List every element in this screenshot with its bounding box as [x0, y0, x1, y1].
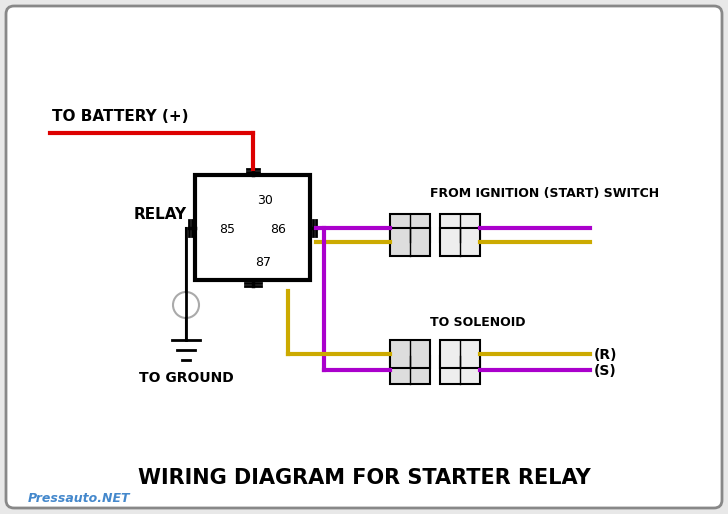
Text: TO BATTERY (+): TO BATTERY (+): [52, 109, 189, 124]
Bar: [390, 340, 430, 368]
Bar: [440, 340, 480, 368]
Bar: [440, 228, 480, 255]
Text: 86: 86: [270, 223, 286, 236]
Circle shape: [173, 292, 199, 318]
Bar: [195, 175, 310, 280]
Text: WIRING DIAGRAM FOR STARTER RELAY: WIRING DIAGRAM FOR STARTER RELAY: [138, 468, 590, 488]
Text: (S): (S): [594, 364, 617, 378]
Text: 30: 30: [258, 193, 274, 207]
FancyBboxPatch shape: [6, 6, 722, 508]
Text: TO GROUND: TO GROUND: [138, 371, 234, 385]
Text: (R): (R): [594, 348, 617, 362]
Bar: [390, 356, 430, 384]
Bar: [390, 213, 430, 242]
Text: RELAY: RELAY: [134, 208, 187, 223]
Text: TO SOLENOID: TO SOLENOID: [430, 316, 526, 329]
Text: 87: 87: [256, 255, 272, 268]
Bar: [440, 356, 480, 384]
Text: 85: 85: [219, 223, 235, 236]
Bar: [390, 228, 430, 255]
Text: FROM IGNITION (START) SWITCH: FROM IGNITION (START) SWITCH: [430, 188, 659, 200]
Text: Pressauto.NET: Pressauto.NET: [28, 491, 130, 505]
Bar: [440, 213, 480, 242]
